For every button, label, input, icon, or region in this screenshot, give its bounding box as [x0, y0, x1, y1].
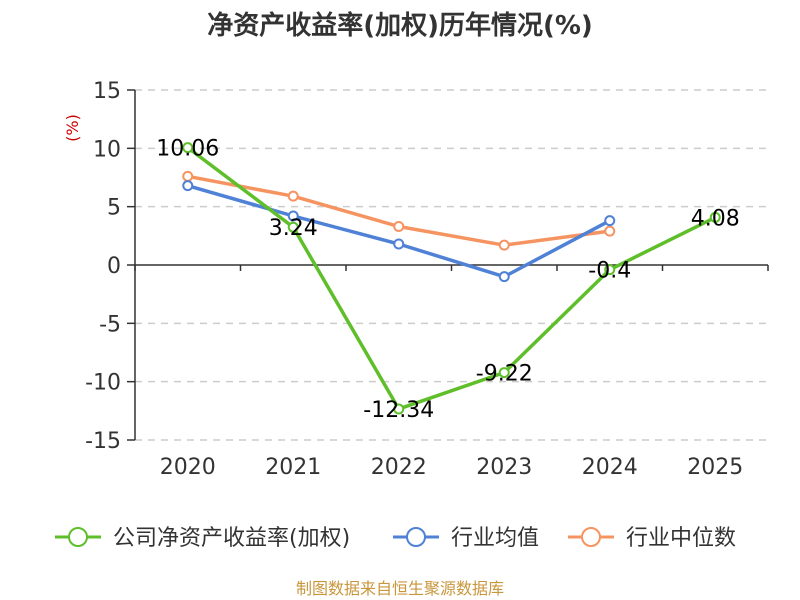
- y-tick-label: 15: [93, 79, 121, 104]
- x-tick-label: 2025: [687, 455, 743, 480]
- y-tick-label: -10: [85, 371, 121, 396]
- source-note: 制图数据来自恒生聚源数据库: [296, 579, 504, 598]
- data-label: -0.4: [588, 259, 631, 284]
- y-axis-label: (%): [63, 114, 82, 142]
- data-point: [287, 190, 299, 202]
- data-label: -12.34: [363, 398, 434, 423]
- data-point: [287, 221, 299, 233]
- data-label: 10.06: [156, 137, 219, 162]
- legend-marker: [68, 527, 88, 547]
- legend-marker: [406, 527, 426, 547]
- legend-label: 行业均值: [451, 526, 539, 551]
- series-line-2: [187, 174, 610, 247]
- data-point: [604, 225, 616, 237]
- legend-label: 公司净资产收益率(加权): [113, 526, 350, 551]
- y-tick-label: 5: [107, 196, 121, 221]
- y-tick-label: -15: [85, 429, 121, 454]
- data-point: [498, 367, 510, 379]
- data-point: [709, 211, 721, 223]
- grid-lines: [135, 89, 768, 441]
- data-point: [393, 221, 405, 232]
- x-tick-label: 2020: [160, 455, 216, 480]
- x-tick-label: 2021: [265, 455, 321, 480]
- legend-label: 行业中位数: [626, 526, 736, 551]
- data-point: [498, 239, 510, 251]
- data-label: 4.08: [691, 206, 740, 231]
- chart-title: 净资产收益率(加权)历年情况(%): [207, 10, 593, 41]
- data-point: [182, 142, 194, 154]
- x-tick-label: 2022: [371, 455, 427, 480]
- data-point: [498, 271, 510, 283]
- data-point: [182, 180, 194, 192]
- legend: 公司净资产收益率(加权) 行业均值 行业中位数: [55, 526, 736, 551]
- data-point: [287, 210, 299, 222]
- y-tick-label: 0: [107, 254, 121, 279]
- axes: 15 10 5 0 -5 -10 -15 2020 2021 2022 2023 2024 2025: [85, 79, 769, 480]
- series-line-0: [186, 146, 717, 411]
- y-tick-label: -5: [99, 312, 121, 337]
- data-point: [393, 238, 405, 250]
- data-point: [393, 403, 405, 415]
- y-tick-label: 10: [93, 137, 121, 162]
- data-label: 3.24: [269, 216, 318, 241]
- data-point: [604, 264, 616, 276]
- series-group: [182, 142, 721, 415]
- data-labels: 10.06 3.24 -12.34 -9.22 -0.4 4.08: [156, 137, 739, 423]
- x-tick-label: 2024: [582, 455, 638, 480]
- legend-marker: [581, 527, 601, 547]
- data-point: [182, 170, 194, 182]
- data-label: -9.22: [476, 362, 533, 387]
- x-tick-label: 2023: [476, 455, 532, 480]
- data-point: [604, 215, 616, 227]
